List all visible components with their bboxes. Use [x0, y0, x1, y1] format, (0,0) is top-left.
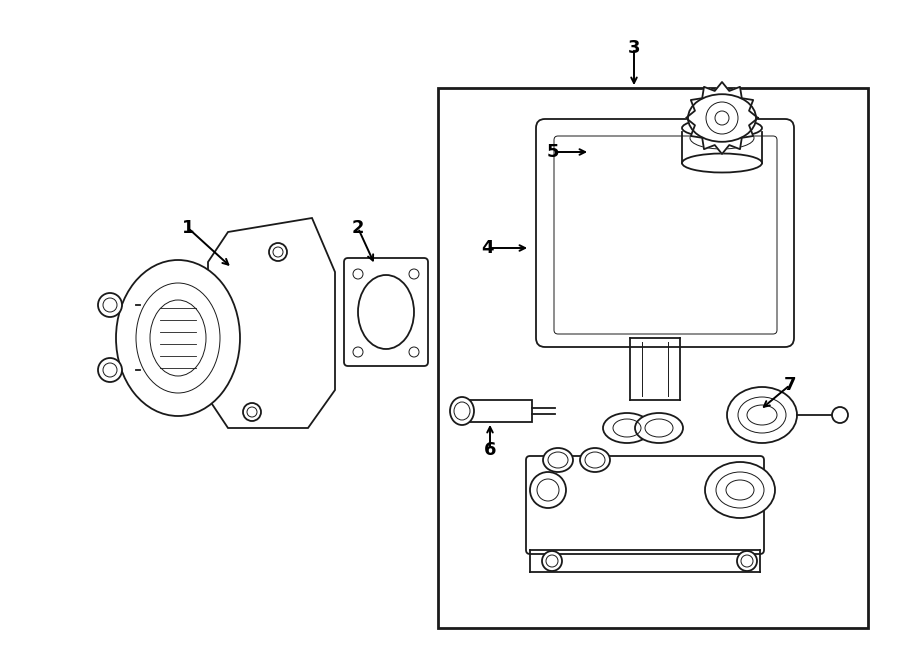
Ellipse shape: [682, 153, 762, 173]
Circle shape: [98, 358, 122, 382]
Ellipse shape: [543, 448, 573, 472]
Ellipse shape: [603, 413, 651, 443]
Circle shape: [530, 472, 566, 508]
Circle shape: [353, 269, 363, 279]
Bar: [438, 88, 868, 628]
Text: 5: 5: [547, 143, 559, 161]
Bar: [462, 400, 532, 422]
Text: 4: 4: [481, 239, 493, 257]
FancyBboxPatch shape: [526, 456, 764, 554]
Ellipse shape: [358, 275, 414, 349]
Circle shape: [409, 347, 419, 357]
Circle shape: [243, 403, 261, 421]
Text: 7: 7: [784, 376, 796, 394]
Text: 1: 1: [182, 219, 194, 237]
Circle shape: [409, 269, 419, 279]
FancyBboxPatch shape: [536, 119, 794, 347]
Circle shape: [353, 347, 363, 357]
Ellipse shape: [705, 462, 775, 518]
Ellipse shape: [682, 118, 762, 137]
Ellipse shape: [727, 387, 797, 443]
Text: 6: 6: [484, 441, 496, 459]
Text: 3: 3: [628, 39, 640, 57]
Ellipse shape: [688, 95, 756, 142]
Polygon shape: [208, 218, 335, 428]
Polygon shape: [686, 82, 758, 154]
Circle shape: [542, 551, 562, 571]
Circle shape: [706, 102, 738, 134]
FancyBboxPatch shape: [344, 258, 428, 366]
Circle shape: [832, 407, 848, 423]
Circle shape: [737, 551, 757, 571]
Text: 2: 2: [352, 219, 365, 237]
Ellipse shape: [450, 397, 474, 425]
Circle shape: [98, 293, 122, 317]
Ellipse shape: [116, 260, 240, 416]
Ellipse shape: [635, 413, 683, 443]
Ellipse shape: [580, 448, 610, 472]
Circle shape: [269, 243, 287, 261]
